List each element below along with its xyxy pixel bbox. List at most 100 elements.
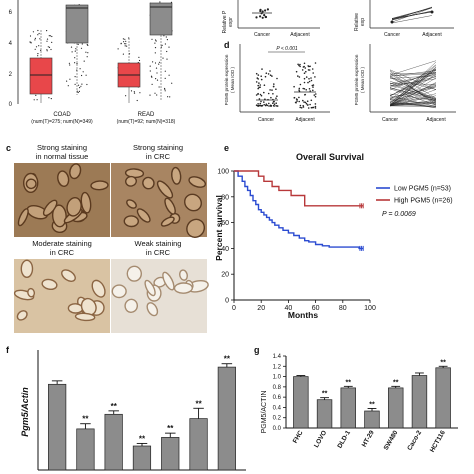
significance-label: **: [139, 434, 146, 443]
jitter-point: [126, 45, 128, 47]
jitter-point: [71, 51, 73, 53]
jitter-point: [51, 35, 53, 38]
paired-line: [391, 15, 433, 24]
scatter-point: [314, 62, 317, 64]
gland-structure: [74, 312, 96, 322]
jitter-point: [168, 46, 170, 48]
panel-b-left-xtick: Cancer: [254, 32, 270, 38]
coad-label: COAD: [53, 112, 71, 118]
jitter-point: [74, 50, 76, 52]
gland-structure: [144, 279, 156, 297]
paired-line: [389, 99, 437, 106]
jitter-point: [32, 31, 35, 33]
jitter-point: [34, 37, 37, 40]
scatter-point: [271, 75, 273, 77]
gland-structure: [51, 204, 67, 228]
paired-line: [391, 7, 433, 19]
gland-structure: [61, 269, 76, 282]
panel-b-right-xtick: Cancer: [384, 32, 400, 38]
scatter-point: [268, 102, 270, 105]
paired-line: [389, 68, 437, 106]
jitter-point: [117, 48, 119, 50]
bar: [189, 418, 208, 471]
paired-point: [390, 20, 394, 24]
jitter-point: [164, 43, 166, 45]
scatter-point: [276, 77, 278, 80]
gland-structure: [17, 208, 29, 227]
scatter-point: [299, 65, 301, 68]
scatter-point: [303, 77, 306, 80]
bar: [340, 387, 356, 429]
scatter-point: [273, 100, 275, 103]
panel-b-left-points: [252, 8, 272, 19]
scatter-point: [302, 105, 305, 107]
jitter-point: [124, 45, 126, 47]
jitter-point: [130, 90, 133, 92]
km-curve-high: [234, 170, 364, 207]
c-caption-4b: in CRC: [146, 248, 171, 257]
bar: [388, 387, 404, 429]
c-caption-2a: Strong staining: [133, 143, 183, 152]
jitter-point: [46, 40, 48, 42]
paired-line: [389, 76, 437, 88]
bar-category-label: HT-29: [361, 429, 376, 448]
scatter-point: [264, 15, 268, 19]
km-legend: Low PGM5 (n=53) High PGM5 (n=26) P = 0.0…: [376, 186, 453, 218]
scatter-point: [264, 9, 267, 12]
jitter-point: [79, 68, 81, 70]
jitter-point: [149, 70, 151, 72]
scatter-point: [298, 87, 301, 90]
scatter-point: [259, 84, 262, 86]
jitter-point: [67, 85, 69, 87]
bar: [76, 428, 95, 471]
scatter-point: [307, 65, 310, 67]
scatter-point: [266, 104, 269, 107]
jitter-point: [46, 49, 48, 51]
panel-a: 6 4 2 0 COAD (num(T)=275; num(N)=349) RE…: [9, 0, 176, 125]
bar: [435, 367, 451, 429]
jitter-point: [169, 96, 171, 98]
km-curve-low: [234, 170, 364, 250]
scatter-point: [310, 77, 312, 79]
jitter-point: [158, 63, 160, 65]
significance-label: **: [322, 391, 328, 398]
scatter-point: [261, 10, 264, 13]
jitter-point: [50, 48, 52, 51]
scatter-point: [297, 75, 299, 77]
panel-b-left-ylabel-2: expr: [228, 17, 234, 27]
jitter-point: [138, 56, 140, 59]
panel-a-ytick: 2: [9, 72, 13, 78]
scatter-point: [309, 65, 311, 68]
jitter-point: [79, 87, 81, 89]
jitter-point: [136, 99, 138, 102]
gland-structure: [91, 279, 106, 298]
jitter-point: [124, 38, 126, 40]
panel-label-e: e: [224, 143, 229, 153]
km-title: Overall Survival: [296, 152, 364, 162]
significance-label: **: [195, 399, 202, 408]
scatter-point: [275, 102, 278, 104]
km-pvalue: P = 0.0069: [382, 211, 416, 218]
scatter-point: [304, 101, 307, 104]
scatter-point: [255, 104, 258, 106]
panel-label-f: f: [6, 345, 10, 355]
scatter-point: [304, 67, 307, 69]
bar-category-label: SW480: [383, 429, 400, 451]
scatter-point: [303, 101, 305, 103]
paired-line: [389, 102, 437, 106]
jitter-point: [86, 83, 88, 86]
jitter-point: [154, 42, 156, 44]
jitter-point: [48, 46, 51, 49]
scatter-point: [305, 76, 308, 78]
scatter-point: [258, 98, 261, 100]
bar-ytick-label: 0.6: [273, 395, 282, 401]
scatter-point: [312, 84, 315, 86]
panel-a-ytick: 0: [9, 102, 13, 108]
paired-line: [389, 73, 437, 77]
scatter-point: [270, 96, 272, 99]
read-counts: (num(T)=92; num(N)=318): [117, 119, 176, 125]
c-caption-3a: Moderate staining: [32, 239, 92, 248]
scatter-point: [303, 88, 306, 90]
scatter-point: [295, 70, 298, 73]
jitter-point: [171, 82, 173, 84]
